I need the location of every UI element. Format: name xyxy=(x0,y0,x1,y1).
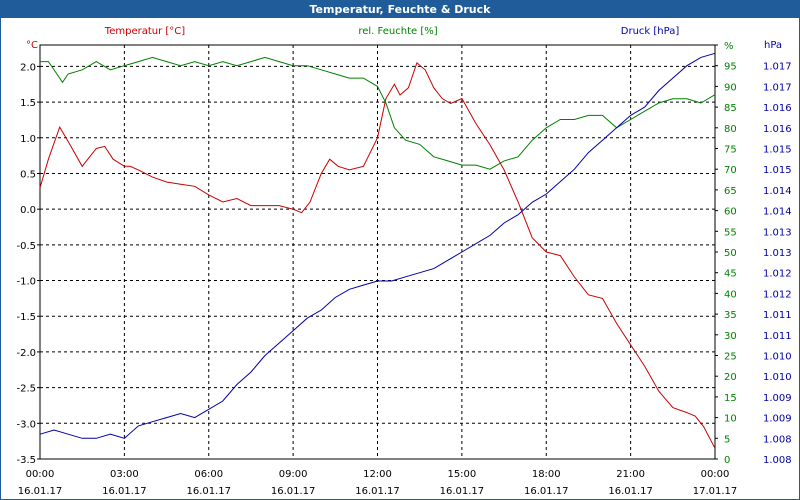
temp-tick-label: 0.0 xyxy=(20,205,36,216)
press-tick-label: 1.013 xyxy=(763,248,792,259)
x-tick-date: 16.01.17 xyxy=(440,486,485,497)
press-tick-label: 1.016 xyxy=(763,124,792,135)
hum-tick-label: 50 xyxy=(724,248,737,259)
hum-tick-label: 15 xyxy=(724,393,737,404)
press-tick-label: 1.012 xyxy=(763,289,792,300)
x-tick-date: 16.01.17 xyxy=(102,486,147,497)
hum-tick-label: 40 xyxy=(724,289,737,300)
temp-tick-label: 0.5 xyxy=(20,169,36,180)
hum-tick-label: 10 xyxy=(724,414,737,425)
hum-tick-label: % xyxy=(724,41,734,52)
x-tick-time: 18:00 xyxy=(532,469,561,480)
temp-tick-label: 1.0 xyxy=(20,134,36,145)
axis-labels: °C 2.0 1.5 1.0 0.5 0.0 -0.5 -1.0 -1.5 -2.0 -2.5 -3.… xyxy=(16,26,791,497)
temp-unit-label: °C xyxy=(26,40,38,51)
legend-humidity: rel. Feuchte [%] xyxy=(358,26,437,37)
press-tick-label: 1.015 xyxy=(763,145,792,156)
press-tick-label: 1.017 xyxy=(763,62,792,73)
hum-tick-label: 0 xyxy=(724,455,730,466)
press-tick-label: 1.015 xyxy=(763,165,792,176)
press-tick-label: 1.014 xyxy=(763,207,792,218)
press-tick-label: 1.013 xyxy=(763,227,792,238)
hum-tick-label: 45 xyxy=(724,269,737,280)
series-layer xyxy=(39,52,716,449)
hum-tick-label: 5 xyxy=(724,434,730,445)
x-tick-date: 16.01.17 xyxy=(524,486,569,497)
press-tick-label: 1.016 xyxy=(763,103,792,114)
x-tick-date: 16.01.17 xyxy=(608,486,653,497)
x-tick-time: 00:00 xyxy=(701,469,730,480)
hum-tick-label: 70 xyxy=(724,165,737,176)
press-tick-label: 1.008 xyxy=(763,455,792,466)
press-tick-label: 1.010 xyxy=(763,372,792,383)
x-tick-date: 16.01.17 xyxy=(186,486,231,497)
series-line-hum xyxy=(40,56,716,170)
x-tick-time: 00:00 xyxy=(26,469,55,480)
hum-tick-label: 65 xyxy=(724,186,737,197)
temp-tick-label: -0.5 xyxy=(16,241,36,252)
hum-tick-label: 80 xyxy=(724,124,737,135)
hum-tick-label: 35 xyxy=(724,310,737,321)
hum-tick-label: 75 xyxy=(724,145,737,156)
series-line-press xyxy=(39,52,716,439)
x-tick-time: 15:00 xyxy=(447,469,476,480)
x-tick-time: 12:00 xyxy=(363,469,392,480)
hum-tick-label: 90 xyxy=(724,82,737,93)
press-tick-label: 1.010 xyxy=(763,352,792,363)
hum-tick-label: 20 xyxy=(724,372,737,383)
press-unit-label: hPa xyxy=(764,40,782,51)
x-tick-date: 16.01.17 xyxy=(18,486,63,497)
hum-tick-label: 55 xyxy=(724,227,737,238)
temp-tick-label: -2.0 xyxy=(16,348,36,359)
press-tick-label: 1.014 xyxy=(763,186,792,197)
series-line-temp xyxy=(39,61,716,449)
press-tick-label: 1.008 xyxy=(763,434,792,445)
hum-tick-label: 60 xyxy=(724,207,737,218)
legend-temperature: Temperatur [°C] xyxy=(104,26,185,37)
x-tick-date: 16.01.17 xyxy=(271,486,316,497)
press-tick-label: 1.009 xyxy=(763,393,792,404)
press-tick-label: 1.011 xyxy=(763,331,792,342)
x-tick-date: 16.01.17 xyxy=(355,486,400,497)
grid xyxy=(40,45,715,459)
chart-title: Temperatur, Feuchte & Druck xyxy=(1,1,799,18)
x-tick-time: 09:00 xyxy=(279,469,308,480)
press-tick-label: 1.011 xyxy=(763,310,792,321)
temp-tick-label: -1.0 xyxy=(16,277,36,288)
hum-tick-label: 85 xyxy=(724,103,737,114)
press-tick-label: 1.009 xyxy=(763,414,792,425)
temp-tick-label: -3.0 xyxy=(16,419,36,430)
temp-tick-label: 2.0 xyxy=(20,62,36,73)
temp-tick-label: -2.5 xyxy=(16,384,36,395)
hum-tick-label: 95 xyxy=(724,62,737,73)
legend-pressure: Druck [hPa] xyxy=(621,26,680,37)
hum-tick-label: 30 xyxy=(724,331,737,342)
temp-tick-label: 1.5 xyxy=(20,98,36,109)
x-tick-time: 21:00 xyxy=(616,469,645,480)
x-tick-date: 17.01.17 xyxy=(693,486,738,497)
press-tick-label: 1.017 xyxy=(763,82,792,93)
press-tick-label: 1.012 xyxy=(763,269,792,280)
hum-tick-label: 25 xyxy=(724,352,737,363)
x-tick-time: 03:00 xyxy=(110,469,139,480)
temp-tick-label: -1.5 xyxy=(16,312,36,323)
x-tick-time: 06:00 xyxy=(194,469,223,480)
temp-tick-label: -3.5 xyxy=(16,455,36,466)
